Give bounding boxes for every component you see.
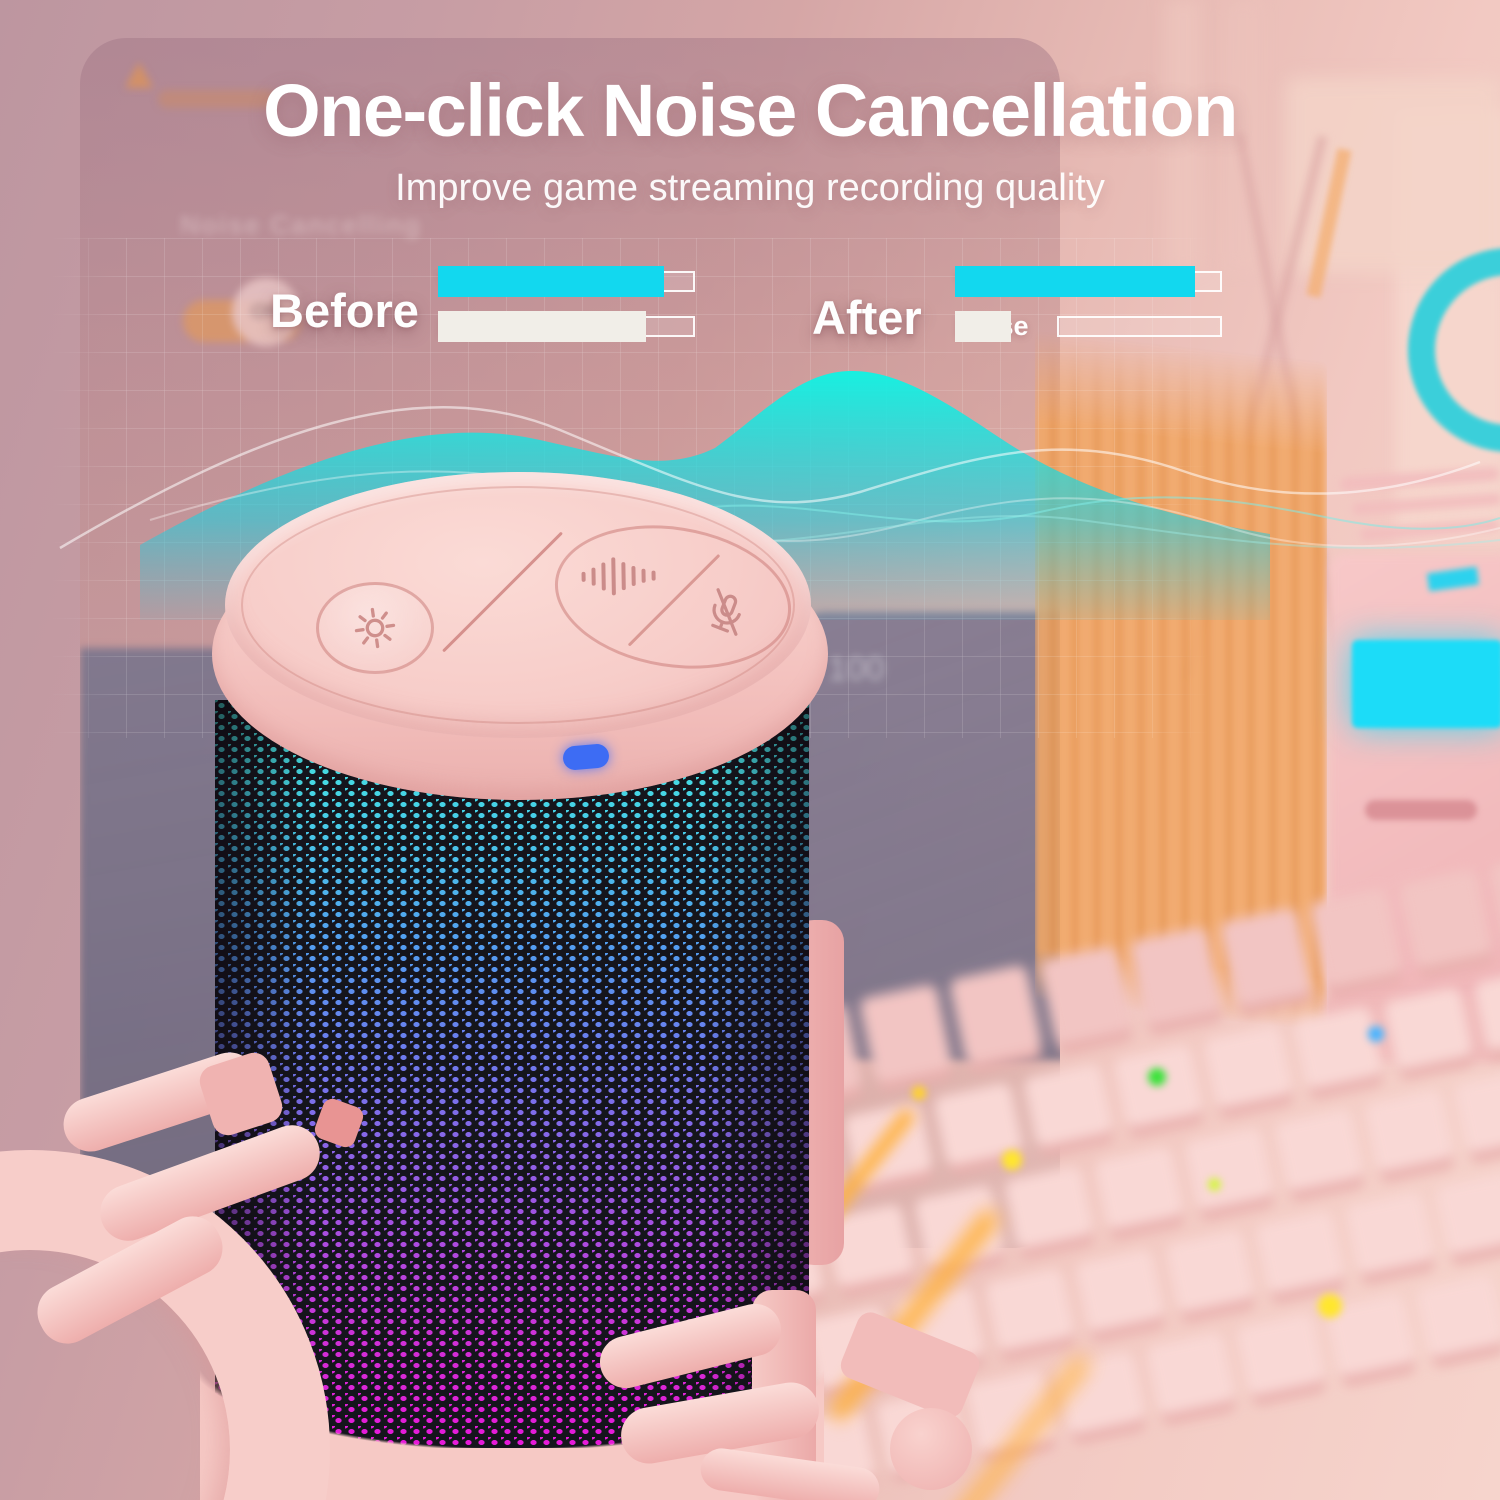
rgb-key-light: [1368, 1026, 1384, 1042]
rgb-key-light: [1318, 1294, 1342, 1318]
voice-bar-fill: [955, 266, 1196, 297]
after-noise-row: Noise: [955, 311, 1222, 342]
page-title: One-click Noise Cancellation: [263, 69, 1238, 152]
before-noise-row: Noise: [438, 311, 695, 342]
wall-stripe: [1165, 0, 1201, 270]
after-label: After: [812, 291, 922, 344]
noise-bar: [955, 311, 1222, 342]
shock-mount-knob: [890, 1408, 972, 1490]
rgb-key-light: [1208, 1178, 1221, 1191]
headline-block: One-click Noise Cancellation Improve gam…: [0, 68, 1500, 210]
brand-logo-wordmark: [158, 90, 276, 108]
toggle-state-label: ON: [251, 300, 281, 323]
retro-computer-slot: [1365, 800, 1477, 820]
brand-logo-icon: [125, 62, 153, 88]
noise-cancel-mute-button: [544, 509, 802, 685]
rgb-key-light: [1148, 1068, 1166, 1086]
noise-bar-fill: [438, 311, 647, 342]
mic-mesh-grille: [215, 700, 809, 1462]
before-label: Before: [270, 284, 419, 337]
page-subtitle: Improve game streaming recording quality: [395, 167, 1105, 209]
brightness-sun-icon: [354, 607, 396, 649]
voice-bar: [438, 266, 695, 297]
noise-bar-fill: [955, 311, 1012, 342]
before-voice-row: Voice: [438, 266, 695, 297]
retro-computer-screen: [1352, 640, 1500, 728]
voice-bar-fill: [438, 266, 665, 297]
rgb-key-light: [912, 1086, 926, 1100]
noise-cancel-waveform-icon: [581, 557, 656, 596]
cap-edge-ring: [241, 486, 795, 724]
mic-top-cap: [225, 472, 811, 738]
noise-bar: [438, 311, 695, 342]
rgb-brightness-button: [316, 582, 434, 674]
toggle-knob: ON: [232, 278, 300, 346]
rgb-key-light: [1002, 1150, 1022, 1170]
gain-value: 100: [828, 650, 885, 688]
voice-bar: [955, 266, 1222, 297]
software-heading: Noise Cancelling: [180, 210, 422, 240]
after-voice-row: Voice: [955, 266, 1222, 297]
